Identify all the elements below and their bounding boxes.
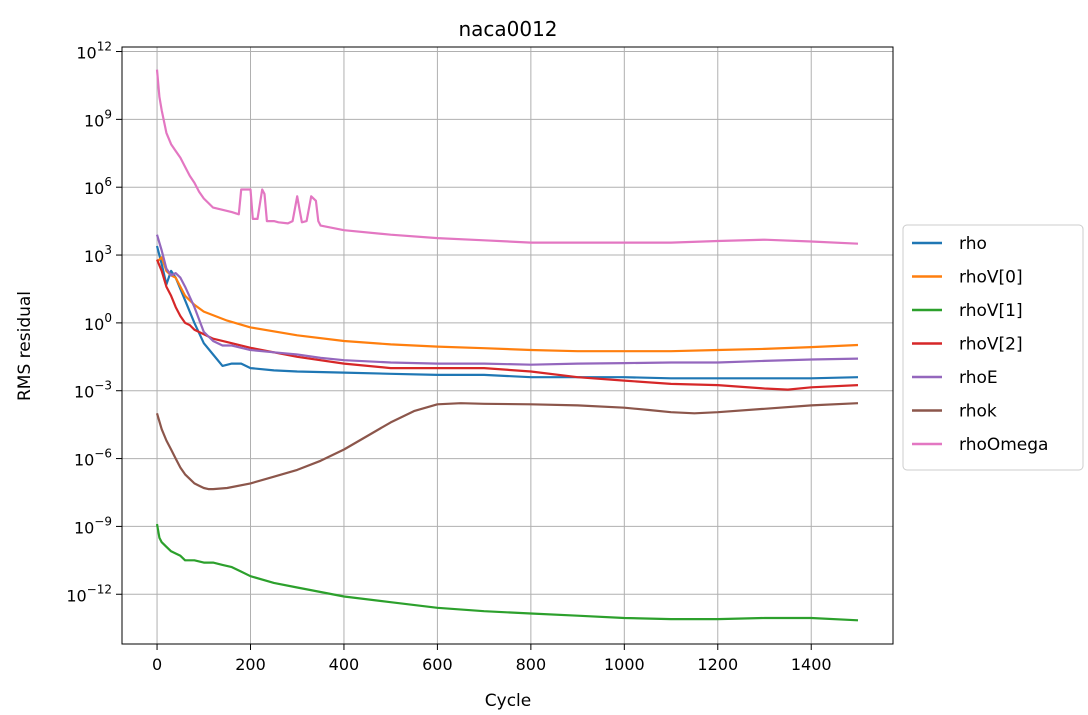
series-line-rhoV[2] (155, 259, 859, 391)
y-tick-label: 106 (84, 175, 112, 198)
x-tick-label: 1000 (604, 655, 645, 674)
y-tick-exponent: −9 (94, 514, 112, 528)
grid (122, 47, 893, 644)
y-tick-exponent: −6 (94, 447, 112, 461)
y-tick-label: 10−3 (74, 379, 112, 402)
chart-title: naca0012 (458, 17, 557, 41)
x-tick-label: 800 (516, 655, 547, 674)
legend-label: rhoE (959, 368, 998, 388)
y-tick-base: 10 (66, 586, 86, 605)
legend-label: rhoOmega (959, 435, 1048, 455)
y-tick-label: 10−6 (74, 447, 112, 470)
legend: rho rhoV[0] rhoV[1] rhoV[2] rhoE rhok rhoOmega (902, 224, 1084, 471)
y-tick-exponent: 6 (104, 175, 112, 189)
y-tick-base: 10 (76, 44, 96, 63)
x-tick-label: 200 (235, 655, 266, 674)
y-axis-label: RMS residual (15, 291, 35, 401)
x-axis: 0 200 400 600 800 1000 1200 1400 (152, 644, 832, 674)
series-line-rhoV[1] (155, 523, 859, 622)
x-tick-label: 600 (422, 655, 453, 674)
y-tick-base: 10 (84, 315, 104, 334)
series-line-rhoE (155, 234, 859, 366)
legend-label: rhoV[2] (959, 335, 1023, 355)
x-tick-label: 1400 (791, 655, 832, 674)
y-tick-label: 1012 (76, 40, 112, 63)
y-tick-label: 103 (84, 243, 112, 266)
series-line-rhoOmega (155, 69, 859, 245)
x-axis-label: Cycle (485, 691, 531, 711)
legend-label: rhoV[1] (959, 301, 1023, 321)
y-tick-label: 100 (84, 311, 112, 334)
y-tick-base: 10 (84, 179, 104, 198)
y-tick-label: 10−12 (66, 582, 112, 605)
y-tick-exponent: −12 (87, 582, 112, 596)
series-line-rhok (155, 402, 859, 491)
y-tick-exponent: 12 (97, 40, 112, 54)
plot-frame (121, 46, 894, 645)
legend-label: rhok (959, 402, 997, 422)
y-tick-base: 10 (84, 247, 104, 266)
y-tick-exponent: 3 (104, 243, 112, 257)
y-tick-base: 10 (74, 383, 94, 402)
x-tick-label: 1200 (697, 655, 738, 674)
y-tick-exponent: 9 (104, 107, 112, 121)
y-tick-label: 10−9 (74, 514, 112, 537)
y-tick-base: 10 (84, 111, 104, 130)
y-tick-exponent: 0 (104, 311, 112, 325)
series-line-rhoV[0] (156, 256, 859, 353)
legend-box (902, 224, 1084, 471)
y-tick-exponent: −3 (94, 379, 112, 393)
legend-label: rhoV[0] (959, 268, 1023, 288)
y-tick-base: 10 (74, 518, 94, 537)
y-tick-label: 109 (84, 107, 112, 130)
legend-label: rho (959, 234, 987, 254)
plot-lines (155, 69, 859, 622)
y-tick-base: 10 (74, 451, 94, 470)
x-tick-label: 400 (329, 655, 360, 674)
x-tick-label: 0 (152, 655, 162, 674)
